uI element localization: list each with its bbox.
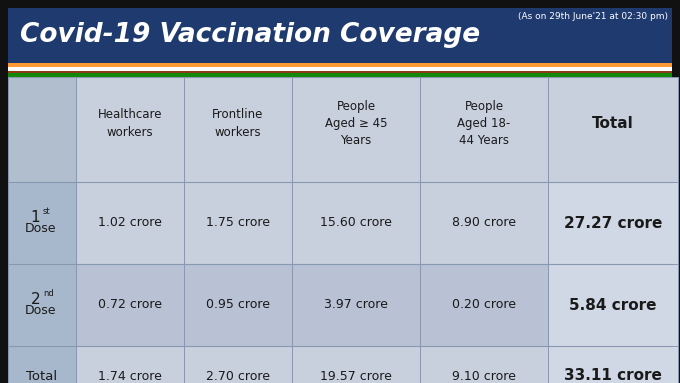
Text: 1.02 crore: 1.02 crore	[98, 216, 162, 229]
Bar	[184, 264, 292, 346]
Bar	[184, 346, 292, 383]
Text: 9.10 crore: 9.10 crore	[452, 370, 516, 383]
Text: People
Aged ≥ 45
Years: People Aged ≥ 45 Years	[325, 100, 387, 147]
Text: 2.70 crore: 2.70 crore	[206, 370, 270, 383]
Text: 0.20 crore: 0.20 crore	[452, 298, 516, 311]
Text: Dose: Dose	[24, 303, 56, 316]
Bar	[8, 71, 672, 74]
Text: 1: 1	[31, 210, 40, 224]
Bar	[8, 346, 76, 383]
Text: 27.27 crore: 27.27 crore	[564, 216, 662, 231]
Bar	[76, 77, 184, 182]
Text: 2: 2	[31, 291, 40, 306]
Bar	[76, 182, 184, 264]
Bar	[184, 77, 292, 182]
Bar	[420, 264, 548, 346]
Text: 3.97 crore: 3.97 crore	[324, 298, 388, 311]
Text: 33.11 crore: 33.11 crore	[564, 368, 662, 383]
Bar	[76, 346, 184, 383]
Text: 0.95 crore: 0.95 crore	[206, 298, 270, 311]
Text: Frontline
workers: Frontline workers	[212, 108, 264, 139]
Bar	[8, 63, 672, 67]
Bar	[8, 67, 672, 71]
Text: nd: nd	[43, 290, 54, 298]
Text: Dose: Dose	[24, 221, 56, 234]
Bar	[548, 77, 678, 182]
Text: st: st	[43, 208, 50, 216]
Bar	[8, 182, 76, 264]
Text: 1.75 crore: 1.75 crore	[206, 216, 270, 229]
Bar	[548, 264, 678, 346]
Text: 5.84 crore: 5.84 crore	[569, 298, 657, 313]
Bar	[184, 182, 292, 264]
Text: 19.57 crore: 19.57 crore	[320, 370, 392, 383]
Text: Covid-19 Vaccination Coverage: Covid-19 Vaccination Coverage	[20, 23, 480, 49]
Bar	[8, 74, 672, 77]
Bar	[548, 182, 678, 264]
Bar	[420, 77, 548, 182]
Bar	[292, 182, 420, 264]
Bar	[420, 346, 548, 383]
Text: Total: Total	[27, 370, 58, 383]
Text: Healthcare
workers: Healthcare workers	[98, 108, 163, 139]
Text: 0.72 crore: 0.72 crore	[98, 298, 162, 311]
Bar	[292, 77, 420, 182]
Bar	[420, 182, 548, 264]
Bar	[8, 8, 672, 63]
Bar	[548, 346, 678, 383]
Text: Total: Total	[592, 116, 634, 131]
Text: People
Aged 18-
44 Years: People Aged 18- 44 Years	[458, 100, 511, 147]
Text: 8.90 crore: 8.90 crore	[452, 216, 516, 229]
Bar	[8, 77, 76, 182]
Bar	[76, 264, 184, 346]
Bar	[8, 264, 76, 346]
Bar	[292, 346, 420, 383]
Text: 1.74 crore: 1.74 crore	[98, 370, 162, 383]
Bar	[292, 264, 420, 346]
Text: (As on 29th June'21 at 02:30 pm): (As on 29th June'21 at 02:30 pm)	[518, 12, 668, 21]
Text: 15.60 crore: 15.60 crore	[320, 216, 392, 229]
